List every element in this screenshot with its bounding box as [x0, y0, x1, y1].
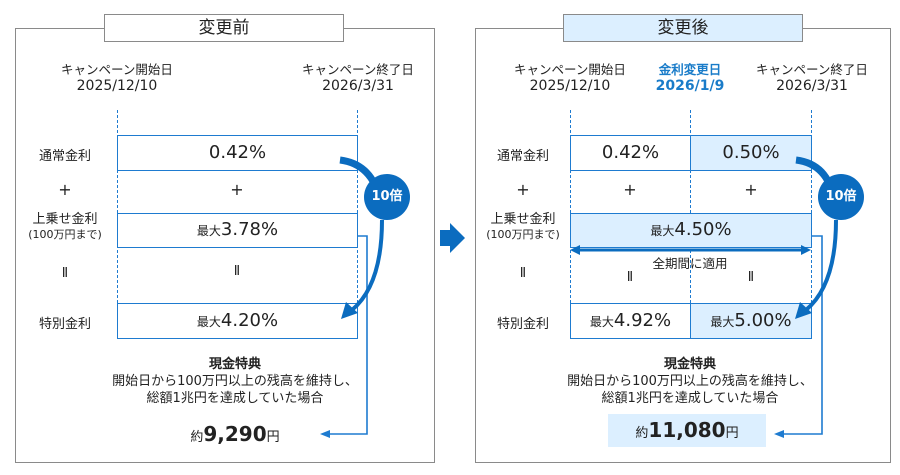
- bonus-condition-2: 総額1兆円を達成していた場合: [146, 391, 324, 406]
- special-rate-label: 特別金利: [38, 317, 91, 332]
- after-extra-rate-label: 上乗せ金利 (100万円まで): [486, 212, 560, 241]
- extra-rate-label: 上乗せ金利 (100万円まで): [20, 212, 110, 241]
- special-rate-cell: 最大4.20%: [117, 303, 358, 339]
- start-date: 2025/12/10: [76, 78, 158, 94]
- equals-sign-cell: Ⅱ: [233, 264, 241, 279]
- plus-sign: +: [58, 180, 72, 199]
- start-label: キャンペーン開始日: [61, 62, 173, 77]
- before-title: 変更前: [104, 14, 344, 42]
- special-rate-before-change-cell: 最大4.92%: [570, 303, 691, 339]
- extra-rate-sublabel: (100万円まで): [28, 228, 102, 241]
- before-start-header: キャンペーン開始日 2025/12/10: [57, 62, 177, 94]
- before-bonus-amount: 約9,290円: [190, 422, 280, 446]
- end-label: キャンペーン終了日: [302, 62, 414, 77]
- normal-rate-after-change-cell: 0.50%: [690, 135, 812, 171]
- before-bonus-text: 現金特典 開始日から100万円以上の残高を維持し、 総額1兆円を達成していた場合: [100, 356, 370, 407]
- before-end-header: キャンペーン終了日 2026/3/31: [298, 62, 418, 94]
- after-start-header: キャンペーン開始日 2025/12/10: [514, 62, 626, 94]
- after-plus-sign: +: [516, 180, 530, 199]
- plus-sign-cell: +: [230, 180, 244, 199]
- after-special-rate-label: 特別金利: [496, 317, 549, 332]
- normal-rate-before-change-cell: 0.42%: [570, 135, 691, 171]
- bonus-title: 現金特典: [208, 357, 261, 372]
- after-normal-rate-label: 通常金利: [496, 149, 549, 164]
- after-bonus-text: 現金特典 開始日から100万円以上の残高を維持し、 総額1兆円を達成していた場合: [567, 357, 813, 406]
- equals-sign-cell-1: Ⅱ: [626, 270, 634, 285]
- plus-sign-cell-2: +: [744, 180, 758, 199]
- bonus-condition-1: 開始日から100万円以上の残高を維持し、: [112, 374, 358, 389]
- end-date: 2026/3/31: [322, 78, 394, 94]
- rate-change-date: 2026/1/9: [655, 78, 725, 94]
- after-end-header: キャンペーン終了日 2026/3/31: [756, 62, 868, 94]
- equals-sign: Ⅱ: [61, 266, 69, 281]
- after-title: 変更後: [563, 14, 803, 42]
- equals-sign-cell-2: Ⅱ: [747, 270, 755, 285]
- extra-rate-cell: 最大3.78%: [117, 213, 358, 248]
- rate-change-label: 金利変更日: [658, 62, 722, 77]
- special-rate-after-change-cell: 最大5.00%: [690, 303, 812, 339]
- plus-sign-cell-1: +: [623, 180, 637, 199]
- rate-change-header: 金利変更日 2026/1/9: [640, 62, 740, 94]
- multiplier-badge: 10倍: [364, 174, 410, 220]
- normal-rate-cell: 0.42%: [117, 135, 358, 171]
- after-bonus-amount: 約11,080円: [608, 414, 766, 447]
- normal-rate-label: 通常金利: [38, 149, 91, 164]
- after-equals-sign: Ⅱ: [519, 266, 527, 281]
- full-period-note: 全期間に適用: [652, 256, 728, 271]
- extra-rate-cell: 最大4.50%: [570, 213, 812, 248]
- after-multiplier-badge: 10倍: [818, 174, 864, 220]
